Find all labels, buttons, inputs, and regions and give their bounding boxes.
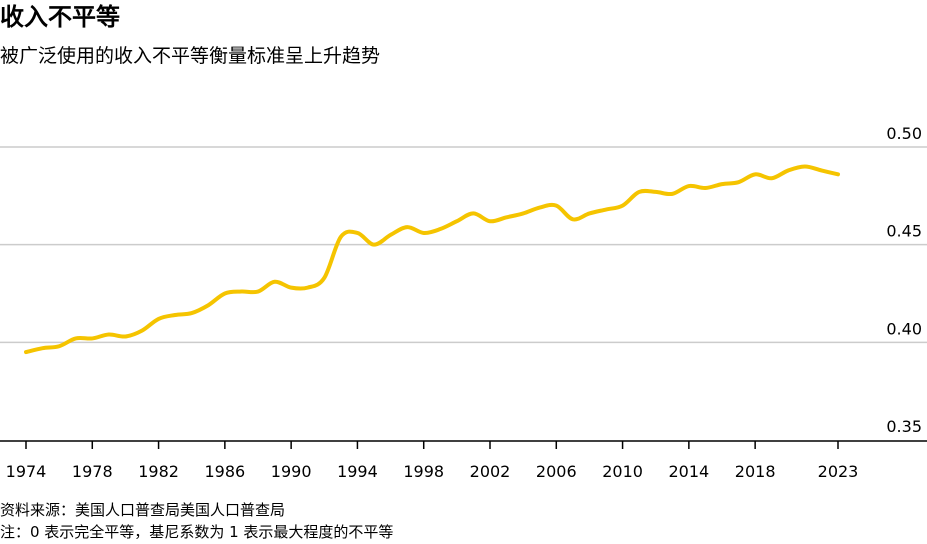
series-line-gini bbox=[24, 164, 840, 355]
x-tick-label: 2010 bbox=[602, 462, 643, 481]
y-tick-label: 0.40 bbox=[886, 319, 922, 338]
gridlines bbox=[0, 146, 927, 344]
y-axis-labels: 0.35 0.40 0.45 0.50 bbox=[886, 124, 922, 436]
x-tick-label: 1974 bbox=[6, 462, 47, 481]
x-tick-label: 1994 bbox=[337, 462, 378, 481]
series-layer bbox=[24, 164, 840, 355]
x-tick-label: 2014 bbox=[668, 462, 709, 481]
x-axis: 1974 1978 1982 1986 1990 1994 1998 2002 2006 2010… bbox=[0, 440, 927, 481]
line-chart: 0.35 0.40 0.45 0.50 1974 1978 1982 1986 1990 199… bbox=[0, 124, 927, 481]
x-tick-label: 2002 bbox=[470, 462, 511, 481]
x-tick-label: 2018 bbox=[735, 462, 776, 481]
x-tick-label: 1978 bbox=[72, 462, 113, 481]
source-note: 资料来源：美国人口普查局美国人口普查局 bbox=[0, 501, 286, 519]
x-tick-label: 2006 bbox=[536, 462, 577, 481]
x-tick-label: 1990 bbox=[271, 462, 312, 481]
y-tick-label: 0.35 bbox=[886, 417, 922, 436]
chart-title: 收入不平等 bbox=[0, 3, 120, 31]
chart-subtitle: 被广泛使用的收入不平等衡量标准呈上升趋势 bbox=[0, 45, 381, 67]
x-tick-label: 1986 bbox=[204, 462, 245, 481]
gini-note: 注：0 表示完全平等，基尼系数为 1 表示最大程度的不平等 bbox=[0, 523, 394, 541]
x-tick-label: 1982 bbox=[138, 462, 179, 481]
y-tick-label: 0.45 bbox=[886, 222, 922, 241]
x-tick-label: 1998 bbox=[403, 462, 444, 481]
y-tick-label: 0.50 bbox=[886, 124, 922, 143]
x-tick-label: 2023 bbox=[818, 462, 859, 481]
